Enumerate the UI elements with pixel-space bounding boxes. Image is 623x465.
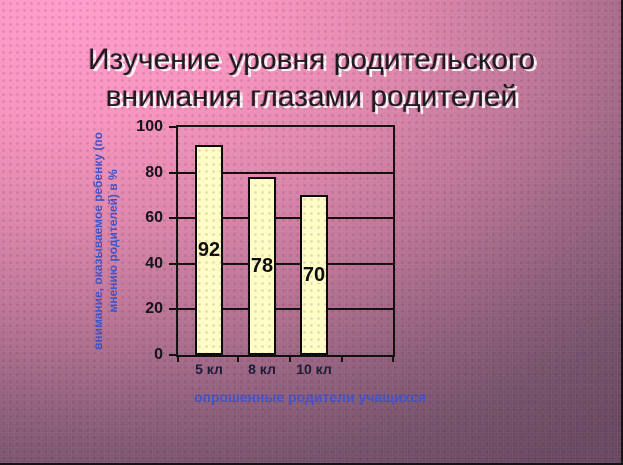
plot-area: 92 78 70 [176, 125, 395, 357]
gridline-60 [178, 217, 393, 220]
x-tick-2 [289, 357, 291, 362]
category-label-8 кл: 8 кл [248, 361, 276, 377]
gridline-20 [178, 308, 393, 311]
category-label-10 кл: 10 кл [296, 361, 332, 377]
bar-10 кл: 70 [300, 195, 328, 355]
slide-title-line2: внимания глазами родителей [105, 80, 518, 114]
y-axis-title-line2: мнению родителей) в % [106, 169, 120, 313]
gridline-40 [178, 262, 393, 265]
x-tick-4 [392, 357, 394, 362]
slide-title: Изучение уровня родительского внимания гл… [0, 41, 623, 115]
category-label-5 кл: 5 кл [195, 361, 223, 377]
x-tick-3 [341, 357, 343, 362]
y-tick-100 [169, 126, 176, 128]
y-tick-0 [169, 354, 176, 356]
y-tick-label-60: 60 [145, 209, 163, 227]
bar-5 кл: 92 [195, 145, 223, 355]
gridline-80 [178, 171, 393, 174]
y-tick-label-0: 0 [154, 346, 163, 363]
bar-value-label: 70 [302, 264, 326, 286]
y-tick-40 [169, 262, 176, 265]
y-tick-80 [169, 171, 176, 174]
y-tick-60 [169, 217, 176, 220]
bar-value-label: 92 [197, 239, 221, 261]
slide-right-edge [621, 0, 623, 465]
x-tick-1 [237, 357, 239, 362]
y-tick-label-100: 100 [136, 118, 163, 135]
slide-title-line1: Изучение уровня родительского [87, 43, 536, 77]
y-tick-20 [169, 308, 176, 311]
x-tick-0 [177, 357, 179, 362]
y-tick-label-80: 80 [145, 163, 163, 181]
slide-bottom-edge [0, 463, 623, 465]
y-tick-label-40: 40 [145, 254, 163, 272]
bar-8 кл: 78 [248, 177, 276, 355]
x-axis-title: опрошенные родители учащихся [193, 389, 427, 405]
y-axis-title-line1: внимание, оказываемое ребенку (по [91, 132, 105, 350]
y-tick-label-20: 20 [145, 300, 163, 318]
y-axis-title: внимание, оказываемое ребенку (по мнению … [90, 127, 122, 355]
bar-value-label: 78 [250, 255, 274, 277]
